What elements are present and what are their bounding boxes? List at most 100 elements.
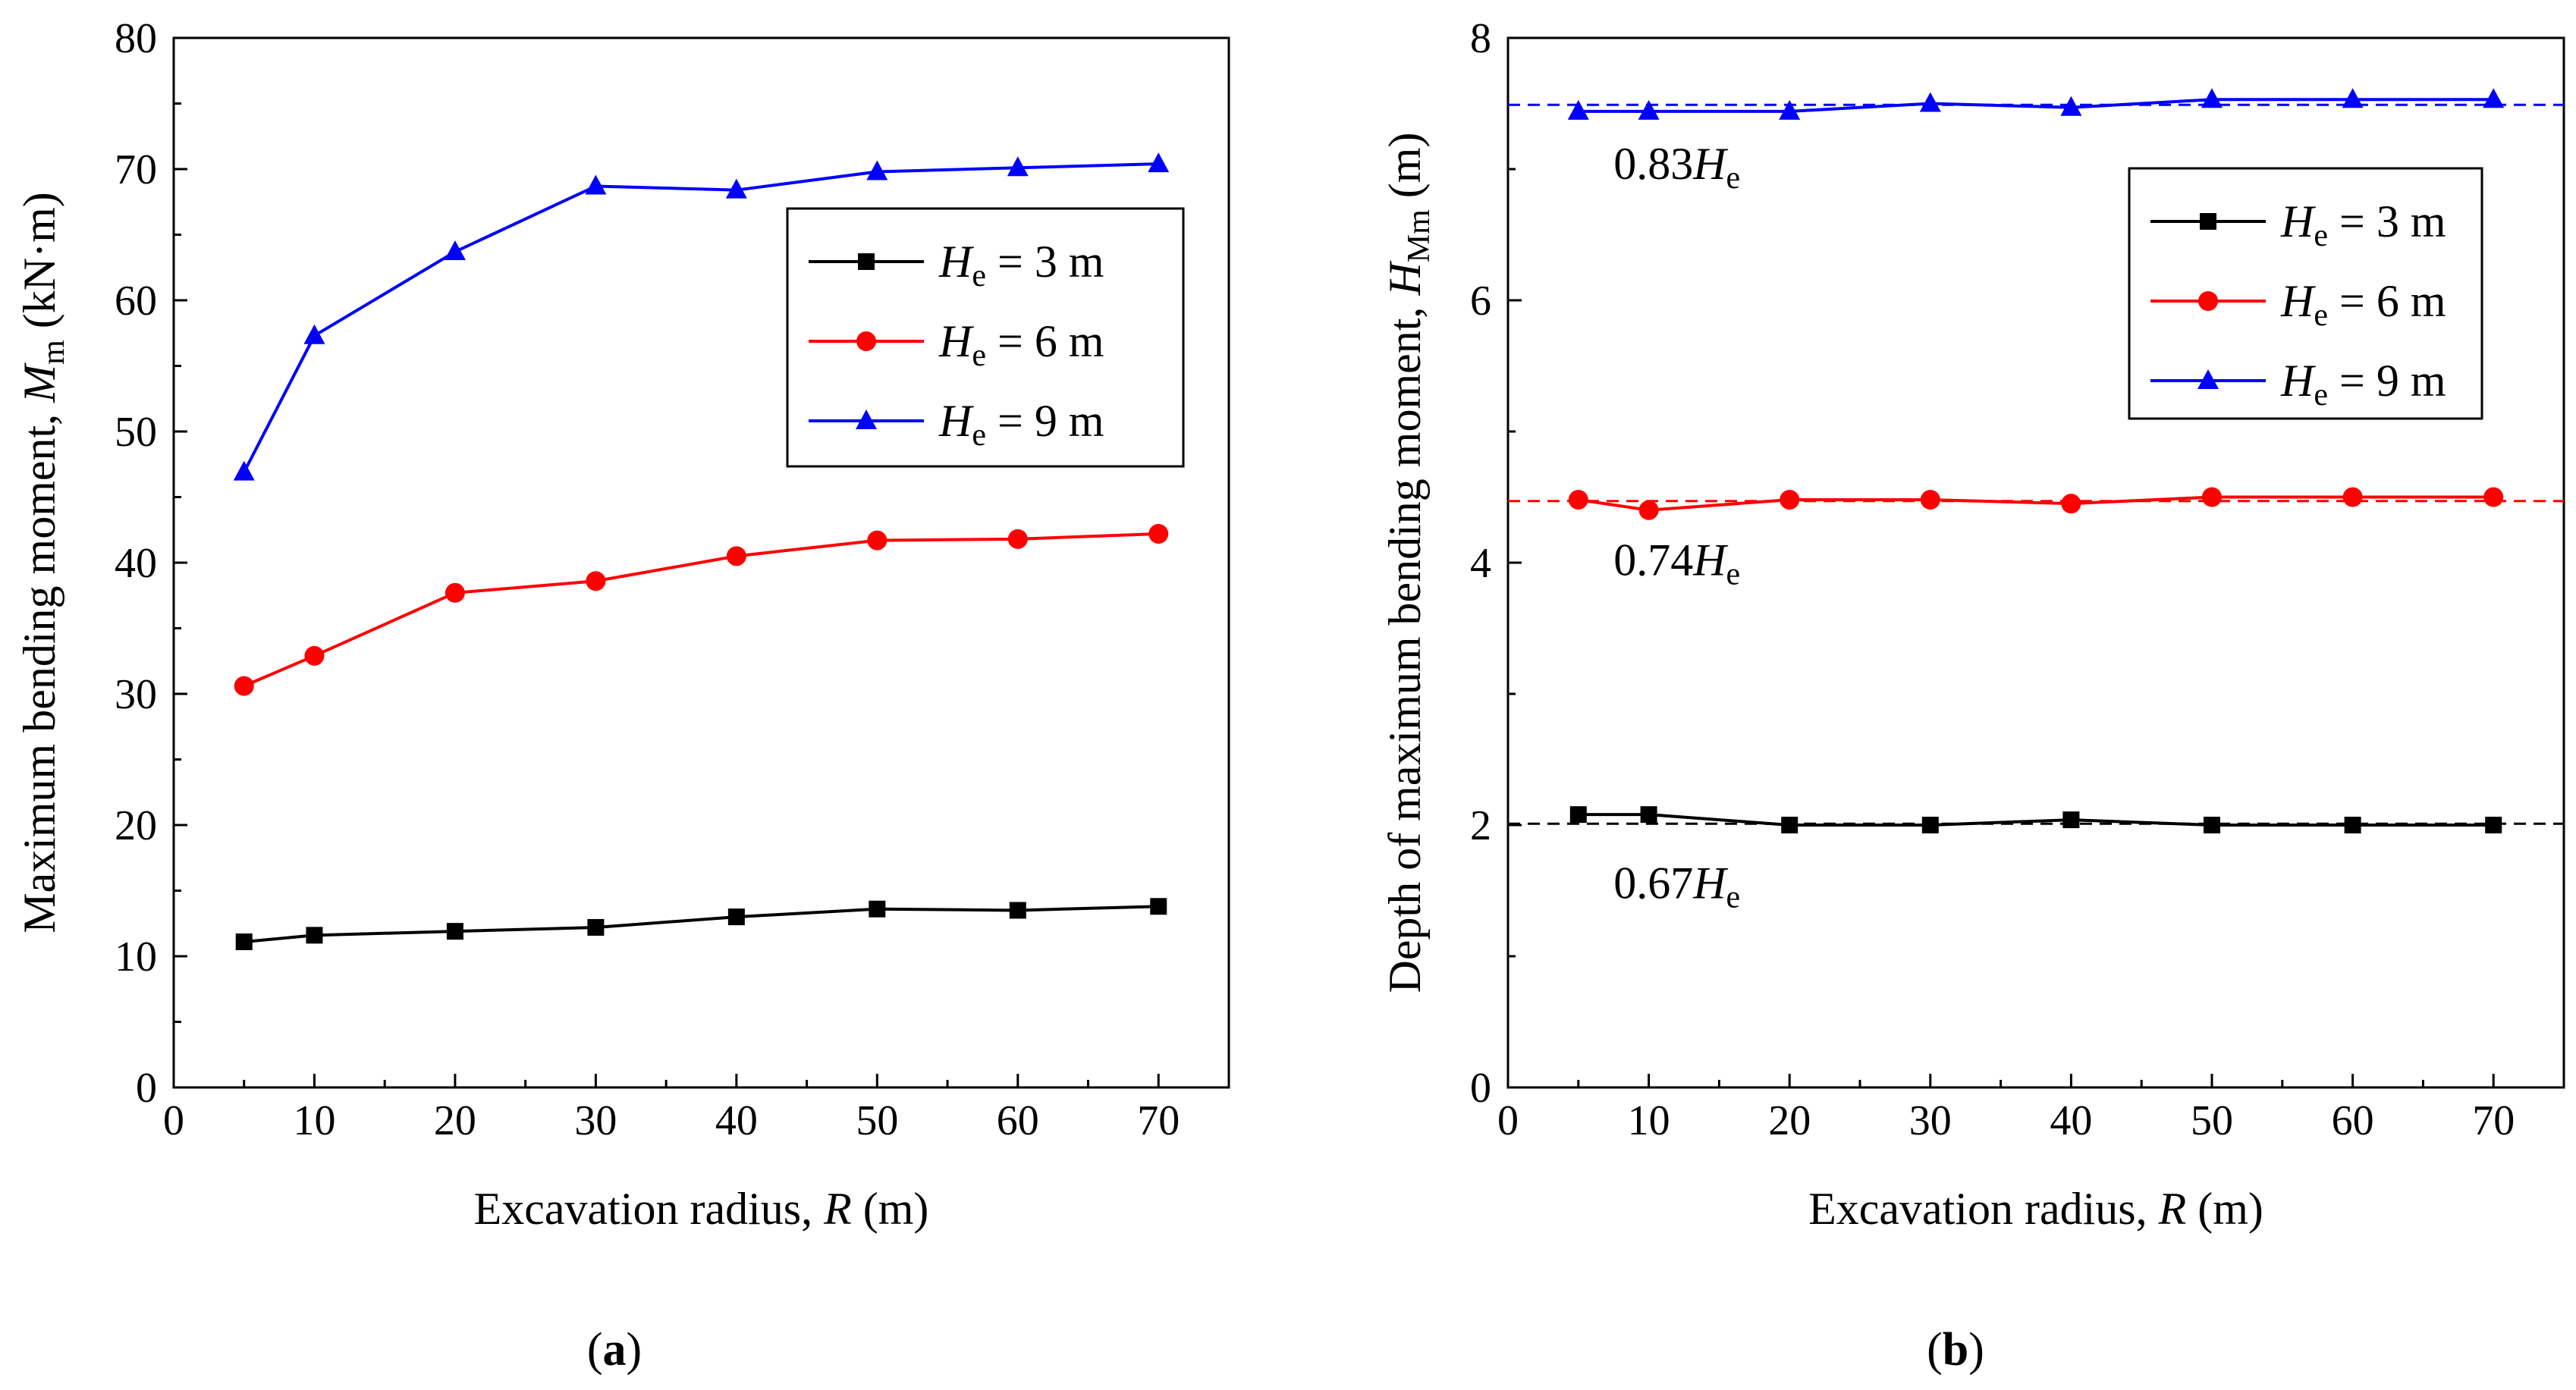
data-point [2202, 487, 2222, 507]
data-point [1007, 529, 1028, 549]
data-point [1009, 902, 1026, 919]
data-point [2204, 817, 2220, 833]
x-tick-label: 20 [434, 1097, 476, 1144]
data-point [2342, 487, 2363, 507]
data-point [1007, 156, 1029, 177]
data-point [2344, 817, 2361, 833]
panel-label: (b) [1927, 1324, 1984, 1376]
y-tick-label: 8 [1470, 15, 1491, 62]
y-axis-label: Depth of maximum bending moment, HMm (m) [1380, 133, 1437, 993]
y-tick-label: 20 [115, 802, 157, 849]
data-point [1150, 898, 1167, 915]
x-tick-label: 60 [2332, 1097, 2374, 1144]
x-tick-label: 50 [2191, 1097, 2233, 1144]
legend-entry-label: He = 6 m [2280, 276, 2446, 333]
x-tick-label: 0 [163, 1097, 184, 1144]
reference-annotation: 0.74He [1613, 535, 1740, 592]
x-tick-label: 40 [715, 1097, 758, 1144]
series-line [243, 532, 1159, 688]
legend-entry-label: He = 9 m [938, 396, 1104, 453]
x-tick-label: 70 [1137, 1097, 1180, 1144]
series-line [1578, 495, 2494, 512]
x-tick-label: 10 [1628, 1097, 1670, 1144]
series-line [1578, 98, 2494, 113]
data-point [2201, 88, 2223, 108]
data-point [235, 933, 253, 950]
y-tick-label: 0 [1470, 1065, 1491, 1112]
legend-swatch-marker [856, 331, 876, 351]
data-point [1148, 152, 1170, 173]
x-tick-label: 50 [856, 1097, 898, 1144]
data-point [234, 676, 254, 696]
data-point [304, 645, 325, 666]
data-point [867, 530, 887, 551]
legend-swatch-marker [2197, 369, 2219, 389]
data-point [1568, 489, 1588, 510]
data-point [727, 908, 745, 926]
y-tick-label: 4 [1470, 540, 1491, 587]
data-point [2060, 96, 2082, 116]
data-point [1779, 99, 1801, 120]
data-point [1780, 489, 1800, 510]
data-point [444, 240, 466, 260]
y-tick-label: 6 [1470, 278, 1491, 325]
data-point [306, 927, 323, 944]
y-tick-label: 10 [115, 933, 157, 981]
data-point [233, 460, 255, 481]
data-point [1781, 817, 1798, 833]
data-point [1638, 500, 1659, 520]
data-point [2485, 817, 2502, 833]
y-tick-label: 40 [115, 540, 157, 587]
y-tick-label: 60 [115, 278, 157, 325]
y-tick-label: 50 [115, 409, 157, 456]
y-tick-label: 80 [115, 15, 157, 62]
y-tick-label: 70 [115, 146, 157, 193]
x-tick-label: 40 [2050, 1097, 2092, 1144]
data-point [303, 324, 325, 344]
x-tick-label: 70 [2472, 1097, 2515, 1144]
data-point [1640, 806, 1657, 824]
x-tick-label: 30 [574, 1097, 617, 1144]
reference-annotation: 0.67He [1613, 858, 1740, 915]
legend-entry-label: He = 3 m [938, 237, 1104, 293]
chart-panel-b: 0 10 20 30 40 50 60 70 0 2 4 6 8 Excavation radius, R… [1380, 15, 2565, 1376]
chart-panel-a: 0 10 20 30 40 50 60 70 0 10 20 30 40 50 60 70 80 Excavati… [14, 15, 1230, 1376]
data-point [1638, 99, 1660, 120]
data-point [446, 923, 463, 940]
legend-swatch-marker [856, 409, 877, 429]
data-point [1567, 99, 1589, 120]
y-axis-label: Maximum bending moment, Mm (kN·m) [14, 192, 71, 933]
data-point [725, 178, 747, 199]
series-line [243, 905, 1159, 943]
x-axis-label: Excavation radius, R (m) [474, 1184, 929, 1234]
data-point [2062, 811, 2080, 829]
data-point [586, 571, 606, 591]
legend-box [786, 207, 1185, 468]
series-line [242, 162, 1159, 473]
y-tick-label: 2 [1470, 802, 1491, 849]
data-point [585, 174, 607, 195]
y-tick-label: 0 [136, 1065, 157, 1112]
x-tick-label: 30 [1909, 1097, 1952, 1144]
data-point [1569, 806, 1587, 824]
panel-label: (a) [587, 1324, 642, 1376]
data-point [587, 918, 605, 936]
data-point [2483, 487, 2504, 507]
data-point [866, 160, 888, 180]
legend-entry-label: He = 6 m [938, 316, 1104, 373]
x-tick-label: 60 [997, 1097, 1039, 1144]
data-point [1920, 489, 1940, 510]
data-point [1919, 92, 1941, 112]
data-point [1148, 523, 1169, 544]
data-point [2483, 88, 2505, 108]
legend-swatch-marker [2200, 213, 2216, 230]
data-point [726, 546, 746, 566]
legend-box [2128, 167, 2483, 420]
data-point [445, 582, 465, 603]
x-tick-label: 0 [1497, 1097, 1519, 1144]
reference-annotation: 0.83He [1613, 139, 1740, 196]
legend-swatch-marker [858, 253, 875, 270]
y-tick-label: 30 [115, 671, 157, 718]
data-point [2061, 494, 2081, 514]
